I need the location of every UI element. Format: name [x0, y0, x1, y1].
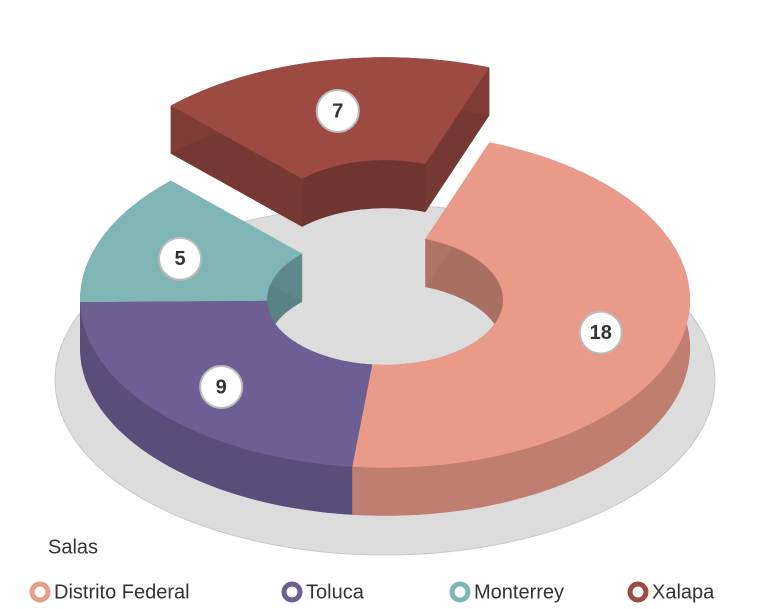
- value-label: 9: [216, 376, 227, 398]
- legend-label: Toluca: [306, 581, 365, 603]
- legend-swatch: [29, 581, 51, 603]
- slice-inner-wall: [302, 160, 426, 227]
- value-badge: [315, 88, 360, 133]
- legend-swatch: [449, 581, 471, 603]
- legend-swatch: [627, 581, 649, 603]
- value-label: 5: [175, 248, 186, 270]
- legend-label: Monterrey: [474, 581, 564, 603]
- value-badge: [199, 365, 244, 410]
- slice: [170, 57, 490, 227]
- value-label: 18: [590, 322, 612, 344]
- value-badge: [158, 236, 203, 281]
- legend-swatch: [281, 581, 303, 603]
- slice-top: [352, 142, 691, 468]
- legend-label: Xalapa: [652, 581, 715, 603]
- slice-outer-wall: [352, 142, 691, 516]
- value-badge: [578, 310, 623, 355]
- slice: [352, 142, 691, 516]
- legend-title: Salas: [48, 536, 98, 558]
- legend: Distrito Federal Toluca Monterrey Xalapa: [29, 581, 715, 603]
- slice-outer-wall: [80, 302, 353, 515]
- legend-label: Distrito Federal: [54, 581, 190, 603]
- slices: [80, 57, 691, 516]
- labels: 18 9 5 7: [158, 88, 623, 410]
- value-label: 7: [332, 100, 343, 122]
